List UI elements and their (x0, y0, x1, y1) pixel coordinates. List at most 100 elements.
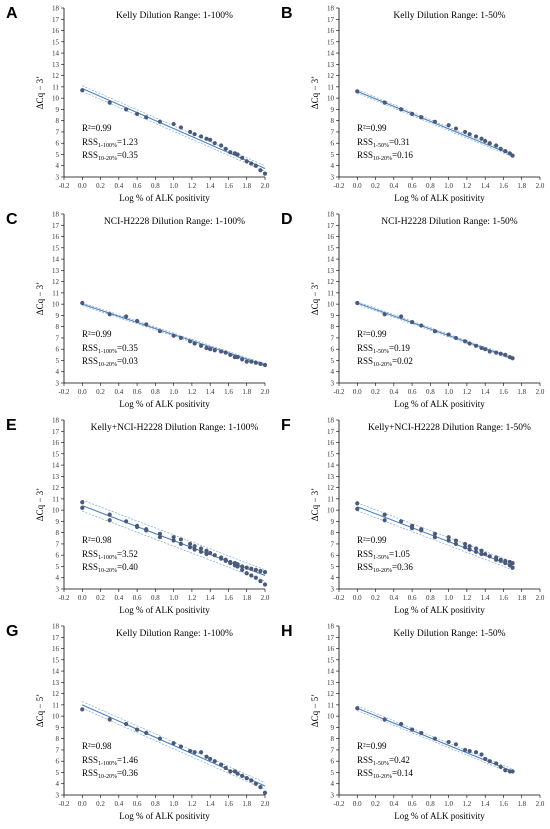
stat-part: 1-50% (373, 555, 389, 561)
y-tick-label: 5 (56, 563, 60, 571)
y-tick-label: 9 (56, 724, 60, 732)
data-point (382, 100, 387, 105)
data-point (208, 756, 213, 762)
x-tick-label: 0.4 (114, 388, 123, 396)
stat-part: RSS (82, 768, 98, 778)
y-tick-label: 7 (331, 128, 335, 136)
x-tick-label: 1.2 (463, 388, 472, 396)
panel-letter: B (281, 5, 293, 22)
data-point (235, 562, 240, 567)
chart-title: Kelly+NCI-H2228 Dilution Range: 1-50% (368, 423, 531, 433)
data-point (462, 339, 468, 344)
data-point (244, 776, 249, 781)
data-point (399, 519, 404, 524)
y-tick-label: 5 (331, 357, 335, 365)
chart-svg: G 3 4 5 6 7 8 9 10 11 12 13 14 15 16 17 18 -0.2 0.0 0.2 0.4 0… (6, 623, 270, 822)
y-tick-label: 12 (327, 484, 335, 492)
data-point (80, 505, 85, 510)
x-tick-label: 0.8 (151, 388, 160, 396)
y-tick-label: 7 (56, 540, 60, 548)
data-point (253, 163, 258, 168)
data-point (144, 115, 149, 120)
data-point (510, 565, 515, 570)
stat-rss-low: RSS10-20%=0.36 (357, 562, 413, 574)
data-point (171, 741, 176, 746)
chart-panel-f: F 3 4 5 6 7 8 9 10 11 12 13 14 15 16 17 18 -0.2 0.0 0.2 0.4 0… (275, 412, 550, 623)
data-point (503, 558, 508, 563)
y-tick-label: 11 (52, 289, 59, 297)
y-tick-label: 7 (56, 746, 60, 754)
x-tick-label: 0.8 (151, 594, 160, 602)
data-point (409, 526, 415, 531)
data-point (432, 535, 438, 540)
y-tick-label: 13 (52, 473, 60, 481)
stat-rss-range: RSS1-100%=3.52 (82, 549, 138, 561)
data-point (453, 538, 459, 543)
y-axis-label: ΔCq − 5’ (310, 694, 320, 727)
data-point (187, 541, 193, 547)
x-tick-label: 1.8 (517, 388, 526, 396)
x-tick-label: 0.6 (408, 182, 417, 190)
y-tick-label: 17 (327, 16, 335, 24)
data-point (244, 571, 249, 576)
data-point (192, 132, 197, 137)
stat-part: 1-100% (98, 761, 117, 767)
data-point (249, 566, 254, 571)
data-point (134, 727, 140, 732)
data-point (134, 524, 140, 530)
x-tick-label: 1.8 (242, 182, 251, 190)
x-tick-label: 0.2 (96, 182, 105, 190)
x-tick-label: 0.8 (426, 182, 435, 190)
panel-letter: H (281, 623, 293, 640)
data-point (157, 119, 163, 124)
data-point (446, 535, 451, 540)
data-point (494, 143, 499, 148)
x-tick-label: 0.2 (96, 388, 105, 396)
stat-part: =0.02 (392, 356, 413, 366)
y-tick-label: 13 (327, 267, 335, 275)
data-point (483, 756, 488, 762)
data-point (223, 765, 228, 771)
x-tick-label: 2.0 (261, 388, 270, 396)
data-point (355, 501, 360, 506)
y-tick-label: 12 (52, 278, 60, 286)
data-point (208, 347, 213, 352)
y-tick-label: 7 (331, 540, 335, 548)
data-point (253, 567, 258, 572)
y-tick-label: 8 (331, 323, 335, 331)
x-tick-label: 1.0 (444, 388, 453, 396)
stat-part: 10-20% (373, 156, 392, 162)
data-point (258, 168, 263, 173)
data-point (240, 567, 245, 572)
panel-letter: C (6, 211, 18, 228)
y-tick-label: 9 (56, 312, 60, 320)
data-point (240, 564, 245, 569)
y-tick-label: 15 (52, 450, 60, 458)
x-tick-label: 1.2 (463, 182, 472, 190)
stat-r2: R²=0.98 (82, 741, 112, 751)
data-point (483, 138, 488, 144)
x-tick-label: 0.6 (408, 388, 417, 396)
data-point (432, 119, 438, 124)
y-tick-label: 13 (52, 61, 60, 69)
data-point (462, 129, 468, 135)
data-point (503, 768, 508, 773)
stat-part: 10-20% (98, 362, 117, 368)
chart-panel-b: B 3 4 5 6 7 8 9 10 11 12 13 14 15 16 17 18 -0.2 0.0 0.2 0.4 0… (275, 0, 550, 211)
x-tick-label: 0.4 (114, 800, 123, 808)
y-tick-label: 9 (331, 724, 335, 732)
x-tick-label: 1.6 (224, 182, 233, 190)
data-point (124, 107, 129, 112)
chart-title: Kelly+NCI-H2228 Dilution Range: 1-100% (91, 423, 259, 433)
y-tick-label: 10 (52, 301, 60, 309)
x-tick-label: 1.8 (242, 388, 251, 396)
stat-part: 1-100% (98, 349, 117, 355)
y-tick-label: 9 (331, 312, 335, 320)
stat-rss-range: RSS1-100%=0.35 (82, 343, 138, 355)
y-tick-label: 3 (56, 174, 60, 182)
data-point (187, 545, 193, 550)
data-point (503, 148, 508, 154)
y-tick-label: 6 (331, 346, 335, 354)
data-point (382, 518, 387, 523)
data-point (446, 538, 451, 543)
